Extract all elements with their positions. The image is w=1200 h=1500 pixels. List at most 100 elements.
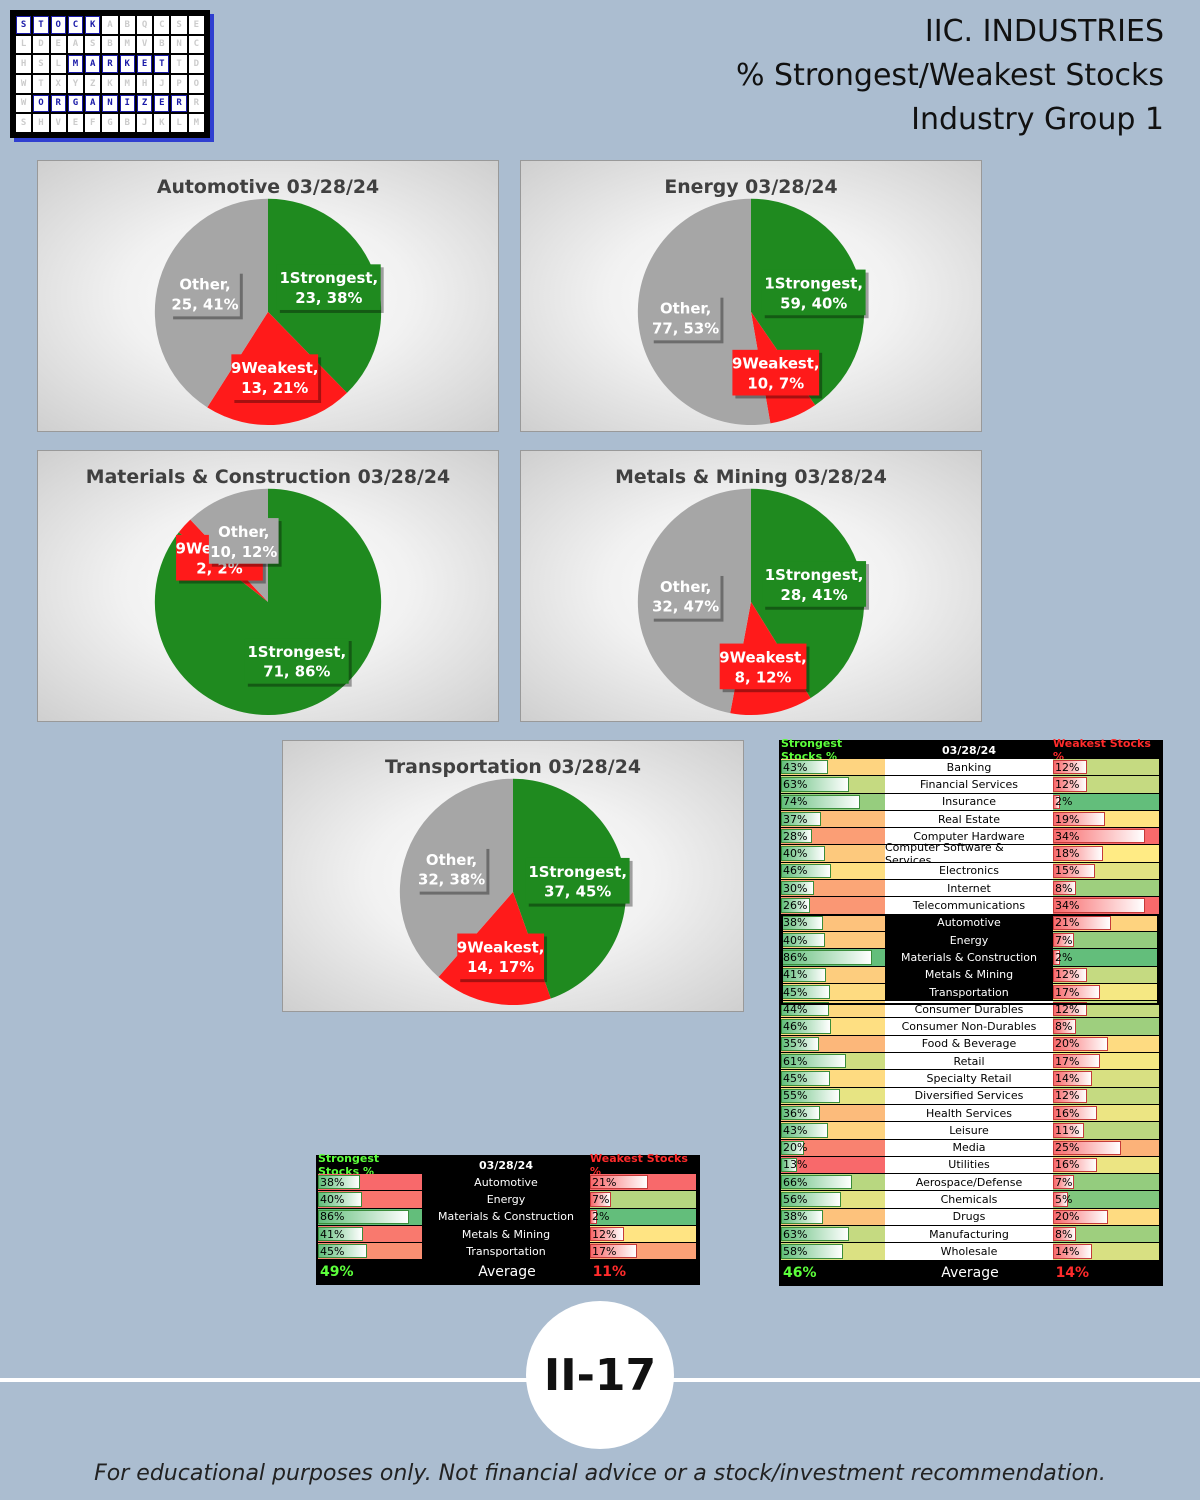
weakest-cell: 8% <box>1053 880 1159 897</box>
strongest-cell: 61% <box>781 1053 885 1070</box>
weakest-cell: 17% <box>1053 1053 1159 1070</box>
label-value: 59, 40% <box>780 294 847 312</box>
logo-letter: H <box>33 114 49 132</box>
logo-letter: B <box>119 16 135 34</box>
weakest-value: 20% <box>1055 1037 1080 1051</box>
industry-name: Health Services <box>885 1104 1053 1122</box>
logo-letter: W <box>16 74 32 93</box>
table-row: 45% Specialty Retail 14% <box>781 1070 1161 1087</box>
logo-letter: C <box>154 16 170 34</box>
strongest-value: 43% <box>783 760 808 774</box>
strongest-bar <box>781 846 825 861</box>
label-name: 1Strongest, <box>528 863 627 881</box>
weakest-value: 18% <box>1055 847 1080 861</box>
weakest-cell: 12% <box>1053 966 1159 983</box>
strongest-cell: 38% <box>318 1174 422 1191</box>
table-row: 63% Financial Services 12% <box>781 776 1161 793</box>
summary-table-large: Strongest Stocks % 03/28/24 Weakest Stocks… <box>779 737 1163 1286</box>
logo-letter: O <box>50 16 66 34</box>
label-value: 23, 38% <box>295 289 362 307</box>
weakest-cell: 12% <box>1053 776 1159 793</box>
strongest-bar <box>318 1209 410 1224</box>
strongest-value: 40% <box>783 933 808 947</box>
strongest-value: 86% <box>320 1210 345 1224</box>
logo-letter: L <box>171 114 187 132</box>
header-strongest: Strongest Stocks % <box>318 1152 380 1178</box>
logo-letter: N <box>171 35 187 54</box>
table-row: 36% Health Services 16% <box>781 1104 1161 1122</box>
industry-name: Transportation <box>885 983 1053 1001</box>
strongest-cell: 86% <box>781 949 885 966</box>
table-row: 40% Energy 7% <box>781 931 1161 949</box>
logo-letter: V <box>136 35 153 54</box>
weakest-value: 2% <box>592 1210 610 1224</box>
logo-letter: M <box>119 35 135 54</box>
weakest-cell: 16% <box>1053 1104 1159 1122</box>
strongest-bar <box>781 1002 829 1017</box>
strongest-bar <box>781 1036 820 1052</box>
logo-letter: T <box>33 74 49 93</box>
weakest-value: 14% <box>1055 1071 1080 1085</box>
logo-letter: E <box>154 94 170 113</box>
chart-title: Transportation 03/28/24 <box>385 756 641 778</box>
table-row: 35% Food & Beverage 20% <box>781 1035 1161 1053</box>
header-date: 03/28/24 <box>942 743 996 757</box>
industry-name: Chemicals <box>885 1191 1053 1208</box>
industry-name: Utilities <box>885 1156 1053 1174</box>
logo-letter: E <box>188 16 204 34</box>
industry-name: Materials & Construction <box>422 1208 590 1225</box>
pie-chart-transportation: Transportation 03/28/24 1Strongest, 37, 45… <box>282 740 744 1012</box>
weakest-bar <box>1053 760 1087 775</box>
weakest-bar <box>1053 1036 1108 1052</box>
slice-label-weakest: 9Weakest, 14, 17% <box>457 933 548 983</box>
weakest-bar <box>1053 898 1146 913</box>
weakest-value: 16% <box>1055 1106 1080 1120</box>
weakest-value: 20% <box>1055 1210 1080 1224</box>
label-value: 2, 2% <box>196 560 243 578</box>
pie-chart-materials-construction: Materials & Construction 03/28/24 1Strong… <box>37 450 499 722</box>
label-box <box>719 643 807 690</box>
weakest-value: 2% <box>1055 795 1073 809</box>
weakest-value: 12% <box>1055 1002 1080 1016</box>
logo-letter: H <box>16 55 32 73</box>
strongest-value: 41% <box>320 1227 345 1241</box>
slice-label-strongest: 1Strongest, 71, 86% <box>244 638 352 687</box>
weakest-bar <box>590 1226 624 1242</box>
logo-letter: B <box>102 35 118 54</box>
industry-name: Real Estate <box>885 810 1053 828</box>
label-name: 1Strongest, <box>247 643 346 661</box>
weakest-bar <box>1053 1071 1093 1086</box>
logo-letter: B <box>154 35 170 54</box>
logo-letter: V <box>50 114 66 132</box>
strongest-cell: 35% <box>781 1035 885 1053</box>
strongest-value: 66% <box>783 1175 808 1189</box>
table-row: 43% Banking 12% <box>781 759 1161 776</box>
logo-letter: I <box>119 94 135 113</box>
strongest-cell: 45% <box>318 1243 422 1260</box>
weakest-bar <box>1053 863 1095 879</box>
industry-name: Drugs <box>885 1208 1053 1226</box>
strongest-cell: 46% <box>781 1018 885 1035</box>
strongest-bar <box>781 811 822 827</box>
strongest-bar <box>781 881 815 896</box>
weakest-value: 8% <box>1055 1020 1073 1034</box>
table-row: 43% Leisure 11% <box>781 1122 1161 1139</box>
weakest-bar <box>1053 846 1103 861</box>
logo-letter: B <box>119 114 135 132</box>
label-box <box>650 572 721 619</box>
average-weakest: 11% <box>592 1264 627 1281</box>
header-line-1: IIC. INDUSTRIES <box>924 14 1164 49</box>
table-row: 56% Chemicals 5% <box>781 1191 1161 1208</box>
strongest-bar <box>781 1019 831 1034</box>
weakest-cell: 20% <box>1053 1208 1159 1226</box>
industry-name: Metals & Mining <box>885 966 1053 983</box>
industry-name: Materials & Construction <box>885 949 1053 966</box>
logo-letter: R <box>102 55 118 73</box>
strongest-value: 46% <box>783 1020 808 1034</box>
pie-chart-automotive: Automotive 03/28/24 1Strongest, 23, 38% 9We… <box>37 160 499 432</box>
logo-letter: E <box>50 35 66 54</box>
weakest-bar <box>1053 811 1106 827</box>
label-box <box>732 349 820 396</box>
weakest-value: 5% <box>1055 1193 1073 1207</box>
slice-label-strongest: 1Strongest, 37, 45% <box>525 857 633 907</box>
